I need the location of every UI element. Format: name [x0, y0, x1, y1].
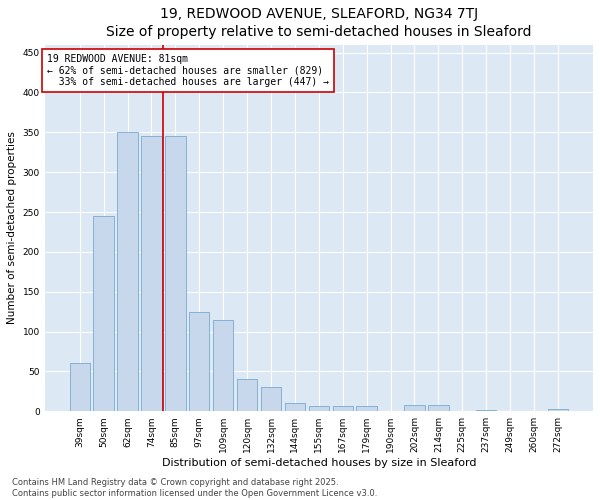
Bar — [356, 406, 377, 411]
Y-axis label: Number of semi-detached properties: Number of semi-detached properties — [7, 132, 17, 324]
Bar — [141, 136, 161, 411]
Bar — [428, 405, 449, 411]
Bar — [213, 320, 233, 412]
Bar — [548, 409, 568, 412]
Bar — [308, 406, 329, 411]
Bar — [165, 136, 185, 411]
Bar — [476, 410, 496, 412]
Text: 19 REDWOOD AVENUE: 81sqm
← 62% of semi-detached houses are smaller (829)
  33% o: 19 REDWOOD AVENUE: 81sqm ← 62% of semi-d… — [47, 54, 329, 87]
Bar — [94, 216, 114, 412]
X-axis label: Distribution of semi-detached houses by size in Sleaford: Distribution of semi-detached houses by … — [161, 458, 476, 468]
Bar — [261, 388, 281, 411]
Bar — [118, 132, 137, 411]
Bar — [404, 405, 425, 411]
Text: Contains HM Land Registry data © Crown copyright and database right 2025.
Contai: Contains HM Land Registry data © Crown c… — [12, 478, 377, 498]
Bar — [332, 406, 353, 411]
Bar — [237, 380, 257, 412]
Bar — [285, 404, 305, 411]
Title: 19, REDWOOD AVENUE, SLEAFORD, NG34 7TJ
Size of property relative to semi-detache: 19, REDWOOD AVENUE, SLEAFORD, NG34 7TJ S… — [106, 7, 532, 40]
Bar — [70, 364, 90, 412]
Bar — [189, 312, 209, 412]
